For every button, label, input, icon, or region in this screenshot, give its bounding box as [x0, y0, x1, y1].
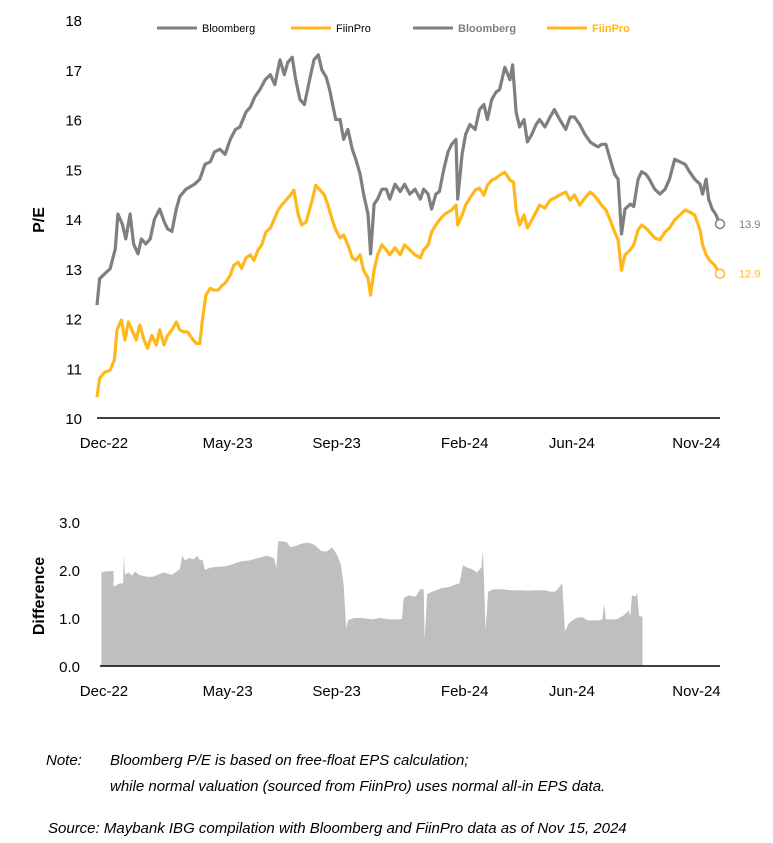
y-tick-label: 10: [65, 411, 82, 428]
x-tick-label: Jun-24: [549, 435, 595, 452]
y-axis-label: P/E: [31, 207, 48, 233]
y-tick-label: 12: [65, 312, 82, 329]
note-line-1: Bloomberg P/E is based on free-float EPS…: [110, 752, 469, 769]
legend-label: FiinPro: [336, 23, 371, 35]
y-tick-label: 11: [66, 361, 82, 378]
y-tick-label: 16: [65, 113, 82, 130]
end-marker-fiinpro: [714, 268, 726, 279]
x-tick-label: Dec-22: [80, 683, 128, 700]
x-tick-label: Sep-23: [312, 435, 360, 452]
series-group: 13.9 12.9: [95, 53, 760, 398]
y-tick-label: 3.0: [59, 515, 80, 532]
difference-area-chart: 0.0 1.0 2.0 3.0 Difference Dec-22 May-23 Sep-…: [31, 515, 721, 700]
x-axis-ticks: Dec-22 May-23 Sep-23 Feb-24 Jun-24 Nov-24: [80, 435, 721, 452]
end-marker-bloomberg: [714, 218, 726, 230]
x-tick-label: Feb-24: [441, 683, 489, 700]
difference-area: [101, 541, 643, 666]
y-axis-label: Difference: [31, 557, 48, 635]
x-tick-label: May-23: [203, 683, 253, 700]
legend-label: FiinPro: [592, 23, 630, 35]
note-label: Note:: [46, 752, 82, 769]
y-axis-ticks: 0.0 1.0 2.0 3.0: [59, 515, 80, 676]
y-tick-label: 0.0: [59, 659, 80, 676]
x-tick-label: Feb-24: [441, 435, 489, 452]
note-line-2: while normal valuation (sourced from Fii…: [110, 778, 606, 795]
y-tick-label: 18: [65, 13, 82, 30]
series-line-fiinpro: [95, 170, 722, 398]
x-tick-label: May-23: [203, 435, 253, 452]
x-tick-label: Nov-24: [672, 683, 720, 700]
y-axis-ticks: 10 11 12 13 14 15 16 17 18: [65, 13, 82, 428]
y-tick-label: 13: [65, 262, 82, 279]
series-line-bloomberg: [95, 53, 722, 306]
end-value-label-bloomberg: 13.9: [739, 219, 760, 231]
y-tick-label: 17: [65, 63, 82, 80]
x-tick-label: Dec-22: [80, 435, 128, 452]
y-tick-label: 15: [65, 162, 82, 179]
legend-label: Bloomberg: [202, 23, 255, 35]
legend-label: Bloomberg: [458, 23, 516, 35]
legend: Bloomberg FiinPro Bloomberg FiinPro: [157, 23, 630, 35]
end-value-label-fiinpro: 12.9: [739, 269, 760, 281]
area-group: [101, 541, 643, 666]
y-tick-label: 1.0: [59, 611, 80, 628]
y-tick-label: 14: [65, 212, 82, 229]
x-axis-ticks: Dec-22 May-23 Sep-23 Feb-24 Jun-24 Nov-24: [80, 683, 721, 700]
y-tick-label: 2.0: [59, 563, 80, 580]
x-tick-label: Sep-23: [312, 683, 360, 700]
x-tick-label: Jun-24: [549, 683, 595, 700]
x-tick-label: Nov-24: [672, 435, 720, 452]
source-note: Source: Maybank IBG compilation with Blo…: [48, 820, 627, 837]
